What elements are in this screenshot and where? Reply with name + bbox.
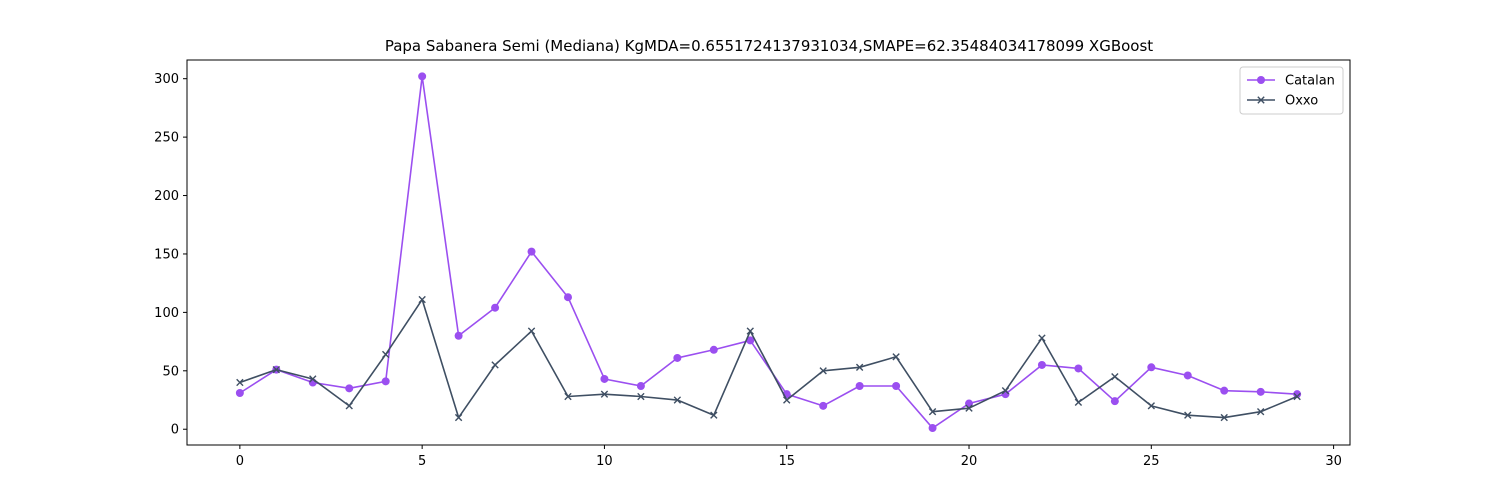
legend-item: Oxxo bbox=[1247, 94, 1318, 109]
x-tick-label: 15 bbox=[778, 454, 795, 469]
x-tick-label: 30 bbox=[1325, 454, 1342, 469]
x-tick-label: 20 bbox=[961, 454, 978, 469]
data-point bbox=[381, 350, 390, 359]
data-point bbox=[928, 408, 937, 416]
data-point bbox=[235, 389, 244, 398]
legend-item: Catalan bbox=[1247, 74, 1335, 89]
legend-label: Oxxo bbox=[1285, 94, 1318, 109]
data-point bbox=[236, 378, 244, 387]
data-point bbox=[1074, 398, 1083, 407]
data-point bbox=[527, 327, 536, 335]
y-tick-label: 100 bbox=[154, 306, 179, 321]
legend-label: Catalan bbox=[1285, 74, 1335, 89]
series-layer bbox=[235, 72, 1302, 433]
data-point bbox=[819, 367, 827, 375]
x-tick-label: 5 bbox=[418, 454, 426, 469]
data-point bbox=[819, 401, 828, 410]
data-point bbox=[309, 375, 317, 383]
data-point bbox=[1074, 364, 1083, 373]
data-point bbox=[418, 72, 427, 81]
y-tick-label: 0 bbox=[171, 423, 179, 438]
data-point bbox=[1038, 334, 1046, 342]
data-point bbox=[491, 303, 500, 312]
data-point bbox=[345, 384, 354, 393]
data-point bbox=[673, 353, 682, 362]
data-point bbox=[855, 363, 864, 371]
series-line bbox=[239, 298, 1298, 419]
data-point bbox=[636, 381, 645, 390]
y-tick-label: 300 bbox=[154, 72, 179, 87]
data-point bbox=[272, 365, 281, 374]
data-point bbox=[345, 402, 353, 410]
chart-title: Papa Sabanera Semi (Mediana) KgMDA=0.655… bbox=[385, 37, 1153, 55]
x-tick-label: 0 bbox=[236, 454, 244, 469]
data-point bbox=[491, 361, 499, 369]
y-tick-label: 200 bbox=[154, 189, 179, 204]
y-tick-label: 50 bbox=[162, 364, 179, 379]
data-point bbox=[1111, 372, 1119, 381]
data-point bbox=[563, 293, 572, 302]
data-point bbox=[600, 374, 609, 383]
x-axis: 0 5 10 15 20 25 30 bbox=[236, 445, 1342, 469]
data-point bbox=[783, 396, 791, 404]
data-point bbox=[1147, 402, 1156, 410]
data-point bbox=[381, 377, 390, 386]
x-tick-label: 25 bbox=[1143, 454, 1160, 469]
data-point bbox=[637, 392, 645, 401]
data-point bbox=[1147, 363, 1156, 372]
legend-box bbox=[1239, 66, 1344, 115]
legend-marker bbox=[1257, 96, 1265, 104]
data-point bbox=[710, 411, 718, 419]
x-tick-label: 10 bbox=[596, 454, 613, 469]
data-point bbox=[1037, 360, 1046, 369]
data-point bbox=[527, 247, 536, 256]
plot-frame bbox=[186, 59, 1351, 446]
legend: Catalan Oxxo bbox=[1239, 66, 1344, 115]
series-line bbox=[239, 75, 1298, 429]
data-point bbox=[418, 295, 426, 304]
data-point bbox=[1293, 392, 1301, 401]
data-point bbox=[746, 327, 754, 335]
series-catalan bbox=[235, 72, 1302, 433]
series-oxxo bbox=[236, 295, 1301, 422]
data-point bbox=[965, 404, 973, 412]
data-point bbox=[1184, 411, 1192, 419]
data-point bbox=[855, 381, 864, 390]
data-point bbox=[1110, 397, 1119, 406]
data-point bbox=[1220, 386, 1229, 395]
data-point bbox=[709, 345, 718, 354]
data-point bbox=[928, 424, 937, 433]
legend-marker bbox=[1257, 76, 1265, 84]
data-point bbox=[454, 413, 463, 422]
plot-area bbox=[186, 59, 1351, 446]
y-axis: 0 50 100 150 200 250 300 bbox=[154, 72, 187, 438]
y-tick-label: 250 bbox=[154, 131, 179, 146]
data-point bbox=[746, 336, 755, 345]
data-point bbox=[1256, 387, 1265, 396]
data-point bbox=[1256, 408, 1265, 416]
data-point bbox=[1001, 386, 1010, 395]
data-point bbox=[892, 353, 900, 361]
data-point bbox=[600, 390, 609, 398]
data-point bbox=[1220, 413, 1228, 422]
data-point bbox=[1293, 390, 1302, 399]
data-point bbox=[454, 331, 463, 340]
data-point bbox=[1183, 371, 1192, 380]
data-point bbox=[892, 381, 901, 390]
data-point bbox=[564, 392, 572, 401]
data-point bbox=[673, 396, 682, 404]
y-tick-label: 150 bbox=[154, 247, 179, 262]
